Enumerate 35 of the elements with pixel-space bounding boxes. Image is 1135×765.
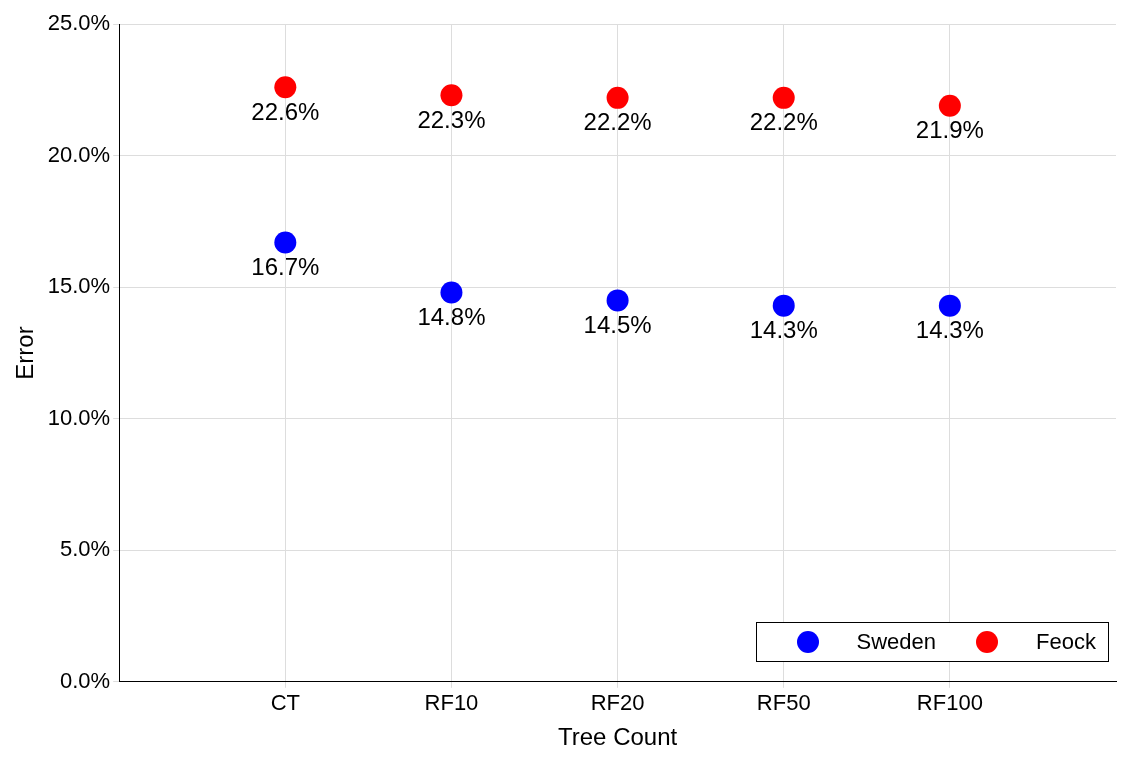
point <box>772 294 795 317</box>
data-label: 14.3% <box>915 316 984 344</box>
data-label: 14.3% <box>749 316 818 344</box>
data-label: 21.9% <box>915 116 984 144</box>
y-axis-title: Error <box>11 326 39 380</box>
data-label: 22.2% <box>749 108 818 136</box>
data-label: 14.5% <box>583 311 652 339</box>
y-tick-label: 10.0% <box>47 404 111 430</box>
x-axis-title: Tree Count <box>558 723 678 751</box>
data-label: 16.7% <box>251 253 320 281</box>
data-label: 22.3% <box>417 105 486 133</box>
point <box>938 94 961 117</box>
point <box>938 294 961 317</box>
legend-label: Sweden <box>856 629 937 655</box>
point <box>274 76 297 99</box>
y-tick-label: 15.0% <box>47 273 111 299</box>
legend-label: Feock <box>1036 629 1096 655</box>
point <box>440 281 463 304</box>
point <box>440 84 463 107</box>
point <box>772 86 795 109</box>
y-tick-label: 5.0% <box>60 536 111 562</box>
data-label: 22.6% <box>251 97 320 125</box>
point <box>606 289 629 312</box>
point <box>274 231 297 254</box>
y-tick-label: 20.0% <box>47 141 111 167</box>
data-label: 14.8% <box>417 303 486 331</box>
y-tick-label: 0.0% <box>60 667 111 693</box>
y-tick-label: 25.0% <box>47 10 111 36</box>
x-tick-label: RF20 <box>590 690 645 716</box>
x-tick-label: RF10 <box>424 690 479 716</box>
data-label: 22.2% <box>583 108 652 136</box>
x-tick-label: RF50 <box>756 690 811 716</box>
x-tick-label: RF100 <box>916 690 983 716</box>
x-tick-label: CT <box>270 690 300 716</box>
point <box>606 86 629 109</box>
